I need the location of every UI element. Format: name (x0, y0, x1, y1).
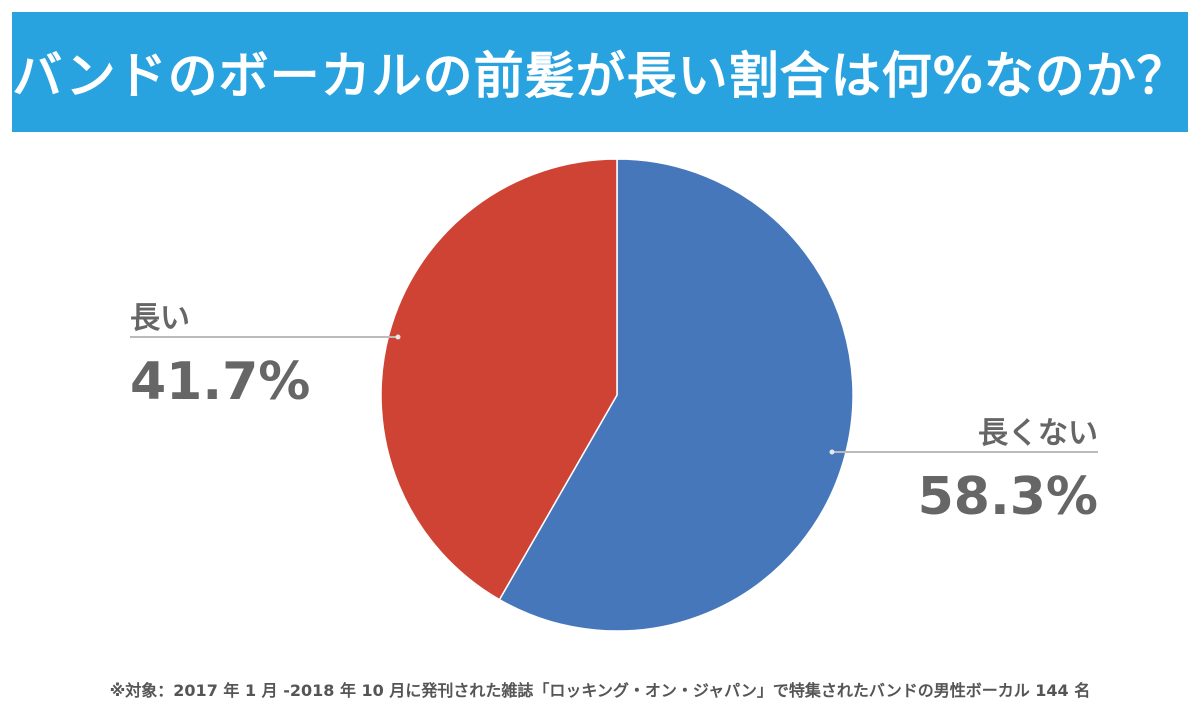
pie-labels: 長くない 58.3% 長い 41.7% (130, 301, 1098, 527)
slice-value-label-1: 41.7% (130, 352, 310, 412)
pie-slices (380, 158, 854, 632)
slice-value-label-0: 58.3% (918, 467, 1098, 527)
chart-title: バンドのボーカルの前髪が長い割合は何%なのか？ (12, 47, 1188, 105)
slice-label-1: 長い (130, 301, 190, 336)
footnote: ※対象：2017 年 1 月 -2018 年 10 月に発刊された雑誌「ロッキン… (109, 681, 1091, 700)
pie-slice-not-long (498, 158, 854, 632)
title-banner: バンドのボーカルの前髪が長い割合は何%なのか？ (12, 12, 1188, 132)
slice-label-0: 長くない (978, 416, 1098, 451)
leader-dot-1 (395, 334, 401, 340)
leader-dot-0 (829, 449, 835, 455)
pie-slice-long (380, 158, 618, 601)
